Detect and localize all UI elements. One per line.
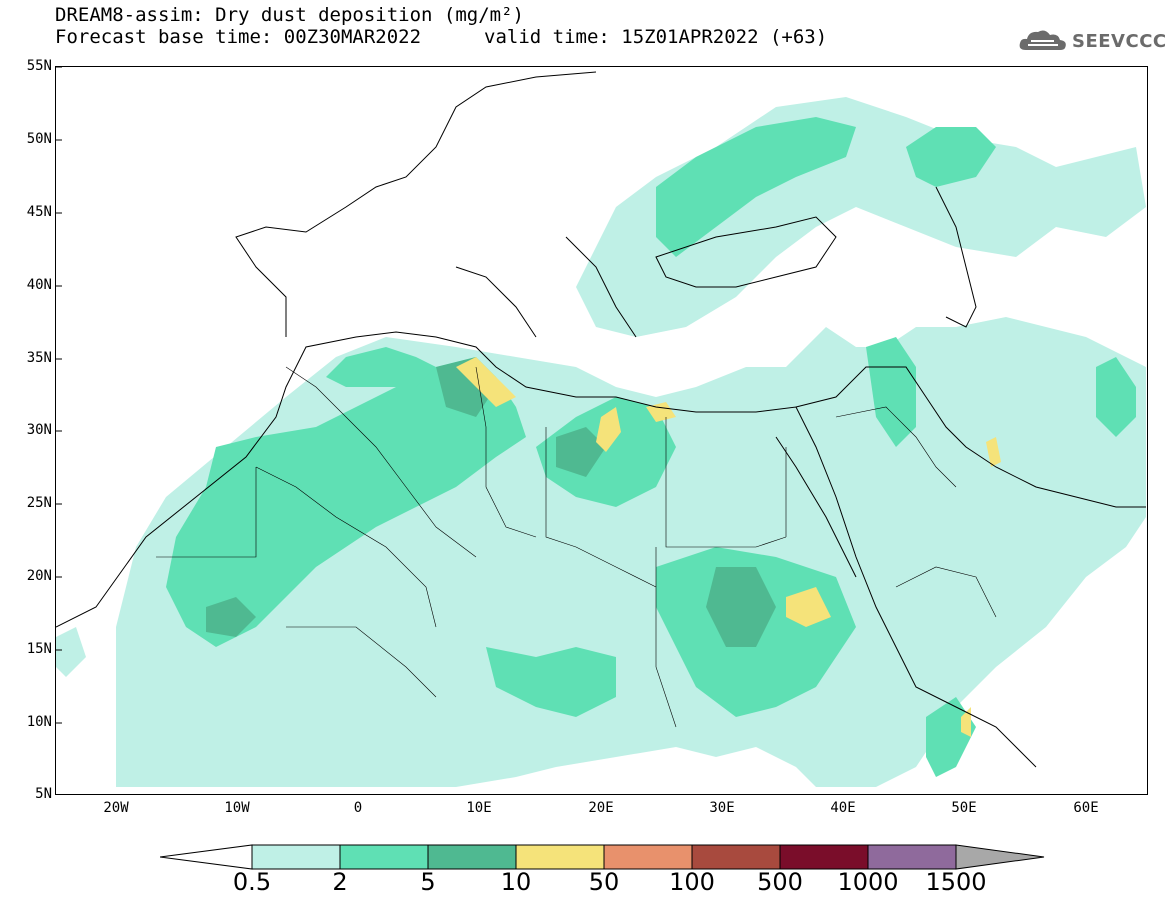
lat-label: 55N	[26, 58, 52, 74]
lat-label: 30N	[26, 422, 52, 438]
legend-label: 5	[420, 868, 436, 896]
legend-label: 1000	[837, 868, 899, 896]
logo-text: SEEVCCC	[1072, 30, 1165, 52]
legend-label: 100	[669, 868, 715, 896]
map-canvas	[56, 67, 1146, 787]
lon-label: 10W	[224, 800, 250, 816]
legend-label: 10	[500, 868, 532, 896]
lat-label: 50N	[26, 131, 52, 147]
lat-label: 15N	[26, 641, 52, 657]
graticule	[56, 67, 62, 724]
legend-swatch	[603, 844, 693, 870]
lon-label: 0	[353, 800, 363, 816]
cloud-icon	[1019, 30, 1066, 50]
legend-swatch	[867, 844, 957, 870]
map-title: DREAM8-assim: Dry dust deposition (mg/m²…	[55, 4, 524, 26]
lon-label: 20W	[103, 800, 129, 816]
legend-swatch-below-min	[160, 844, 253, 870]
lon-label: 10E	[466, 800, 492, 816]
legend-label: 2	[332, 868, 348, 896]
lat-label: 35N	[26, 350, 52, 366]
lon-label: 30E	[709, 800, 735, 816]
legend-swatch	[515, 844, 605, 870]
country-borders	[156, 366, 997, 728]
lat-label: 40N	[26, 277, 52, 293]
legend-swatch	[339, 844, 429, 870]
lon-label: 20E	[588, 800, 614, 816]
lat-label: 25N	[26, 495, 52, 511]
lon-label: 60E	[1073, 800, 1099, 816]
lat-label: 10N	[26, 714, 52, 730]
legend-label: 1500	[925, 868, 987, 896]
dust-layer-yellow	[456, 357, 1001, 737]
legend-swatch	[779, 844, 869, 870]
legend-swatch-above-max	[955, 844, 1045, 870]
dust-deposition-map	[55, 66, 1148, 795]
lat-label: 20N	[26, 568, 52, 584]
legend-swatch	[691, 844, 781, 870]
forecast-base-time: Forecast base time: 00Z30MAR2022	[55, 26, 422, 48]
lat-label: 45N	[26, 204, 52, 220]
valid-time: valid time: 15Z01APR2022 (+63)	[484, 26, 828, 48]
legend-swatch	[427, 844, 517, 870]
color-legend-bar	[160, 844, 1045, 870]
lon-label: 50E	[951, 800, 977, 816]
legend-label: 0.5	[232, 868, 272, 896]
seevccc-logo: SEEVCCC	[1018, 28, 1165, 54]
lon-label: 40E	[830, 800, 856, 816]
legend-swatch	[251, 844, 341, 870]
legend-label: 50	[588, 868, 620, 896]
lat-label: 5N	[35, 786, 52, 802]
legend-label: 500	[757, 868, 803, 896]
